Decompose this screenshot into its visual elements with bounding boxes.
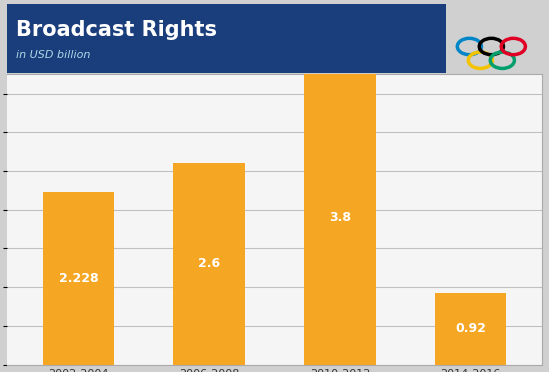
Bar [173,163,245,365]
Text: 2.228: 2.228 [59,272,98,285]
Text: 2.6: 2.6 [198,257,220,270]
Text: 3.8: 3.8 [329,211,351,224]
Text: Broadcast Rights: Broadcast Rights [16,20,217,41]
Text: 0.92: 0.92 [455,323,486,336]
Bar [435,294,507,365]
Text: in USD billion: in USD billion [16,50,91,60]
Bar [42,192,114,365]
Bar [304,71,376,365]
